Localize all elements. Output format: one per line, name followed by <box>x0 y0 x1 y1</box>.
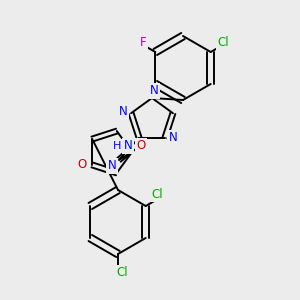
Text: H: H <box>113 141 121 151</box>
Text: N: N <box>150 85 158 98</box>
Text: N: N <box>119 105 128 118</box>
Text: Cl: Cl <box>152 188 164 200</box>
Text: F: F <box>140 36 146 49</box>
Text: N: N <box>124 139 132 152</box>
Text: O: O <box>78 158 87 171</box>
Text: Cl: Cl <box>116 266 128 280</box>
Text: N: N <box>107 159 116 172</box>
Text: N: N <box>169 131 177 144</box>
Text: Cl: Cl <box>218 36 229 49</box>
Text: O: O <box>136 139 146 152</box>
